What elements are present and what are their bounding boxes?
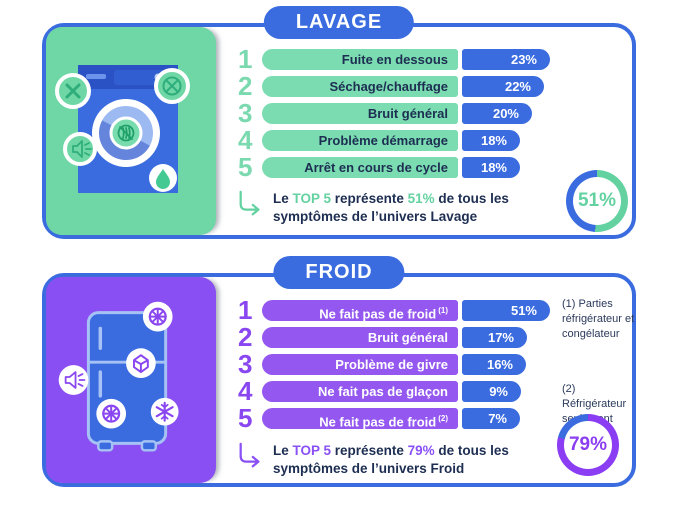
symptom-label: Problème démarrage (262, 130, 458, 151)
washing-machine-icon (55, 65, 190, 193)
fan-icon (142, 301, 173, 332)
rank-number: 3 (238, 349, 253, 379)
cracked-drum-icon (154, 68, 190, 104)
panel-title-lavage: LAVAGE (263, 6, 415, 39)
value-bar: 16% (462, 354, 526, 375)
list-item: 4 Problème démarrage 18% (238, 125, 550, 155)
rank-number: 5 (238, 403, 253, 433)
list-item: 5 Arrêt en cours de cycle 18% (238, 152, 550, 182)
value-bar: 17% (462, 327, 527, 348)
panel-lavage: 1 Fuite en dessous 23% 2 Séchage/chauffa… (42, 23, 636, 239)
rank-number: 2 (238, 322, 253, 352)
value-bar: 18% (462, 157, 520, 178)
value-bar: 18% (462, 130, 520, 151)
symptom-label: Ne fait pas de glaçon (262, 381, 458, 402)
list-item: 5 Ne fait pas de froid (2) 7% (238, 403, 550, 433)
symptom-label: Séchage/chauffage (262, 76, 458, 97)
summary-lavage: Le TOP 5 représente 51% de tous les symp… (236, 190, 511, 226)
refrigerator-illustration (46, 277, 216, 483)
refrigerator-icon (58, 301, 179, 452)
rank-number: 1 (238, 44, 253, 74)
summary-froid: Le TOP 5 représente 79% de tous les symp… (236, 442, 511, 478)
rank-number: 2 (238, 71, 253, 101)
rank-number: 4 (238, 376, 253, 406)
fan-icon (96, 398, 127, 429)
list-item: 1 Ne fait pas de froid (1) 51% (238, 295, 550, 325)
rank-number: 4 (238, 125, 253, 155)
rank-number: 3 (238, 98, 253, 128)
top5-share-donut: 79% (557, 414, 619, 476)
list-item: 2 Séchage/chauffage 22% (238, 71, 550, 101)
speaker-icon (63, 132, 97, 166)
symptom-label: Fuite en dessous (262, 49, 458, 70)
symptom-label: Problème de givre (262, 354, 458, 375)
no-spin-icon (117, 124, 135, 142)
list-item: 3 Problème de givre 16% (238, 349, 550, 379)
water-drop-icon (149, 164, 177, 192)
panel-title-froid: FROID (273, 256, 405, 289)
corner-arrow-icon (239, 442, 260, 468)
symptom-label: Bruit général (262, 327, 458, 348)
value-bar: 20% (462, 103, 532, 124)
footnote-1: (1) Parties réfrigérateur et congélateur (562, 298, 635, 340)
list-item: 4 Ne fait pas de glaçon 9% (238, 376, 550, 406)
top5-share-donut: 51% (566, 170, 628, 232)
summary-text: Le TOP 5 représente 51% de tous les symp… (273, 191, 509, 224)
symptom-label: Arrêt en cours de cycle (262, 157, 458, 178)
list-item: 2 Bruit général 17% (238, 322, 550, 352)
symptom-label: Ne fait pas de froid (1) (262, 300, 458, 321)
lavage-ranking-list: 1 Fuite en dessous 23% 2 Séchage/chauffa… (238, 44, 550, 184)
froid-ranking-list: 1 Ne fait pas de froid (1) 51% 2 Bruit gé… (238, 295, 550, 435)
cross-circle-icon (55, 73, 91, 109)
ice-cube-icon (126, 348, 156, 379)
speaker-icon (58, 365, 89, 395)
washing-machine-illustration (46, 27, 216, 235)
list-item: 1 Fuite en dessous 23% (238, 44, 550, 74)
snowflake-icon (150, 397, 179, 426)
rank-number: 1 (238, 295, 253, 325)
corner-arrow-icon (239, 190, 260, 216)
value-bar: 22% (462, 76, 544, 97)
rank-number: 5 (238, 152, 253, 182)
summary-text: Le TOP 5 représente 79% de tous les symp… (273, 443, 509, 476)
symptom-label: Bruit général (262, 103, 458, 124)
symptom-label: Ne fait pas de froid (2) (262, 408, 458, 429)
value-bar: 7% (462, 408, 520, 429)
panel-froid: 1 Ne fait pas de froid (1) 51% 2 Bruit gé… (42, 273, 636, 487)
value-bar: 51% (462, 300, 550, 321)
list-item: 3 Bruit général 20% (238, 98, 550, 128)
value-bar: 23% (462, 49, 550, 70)
value-bar: 9% (462, 381, 521, 402)
